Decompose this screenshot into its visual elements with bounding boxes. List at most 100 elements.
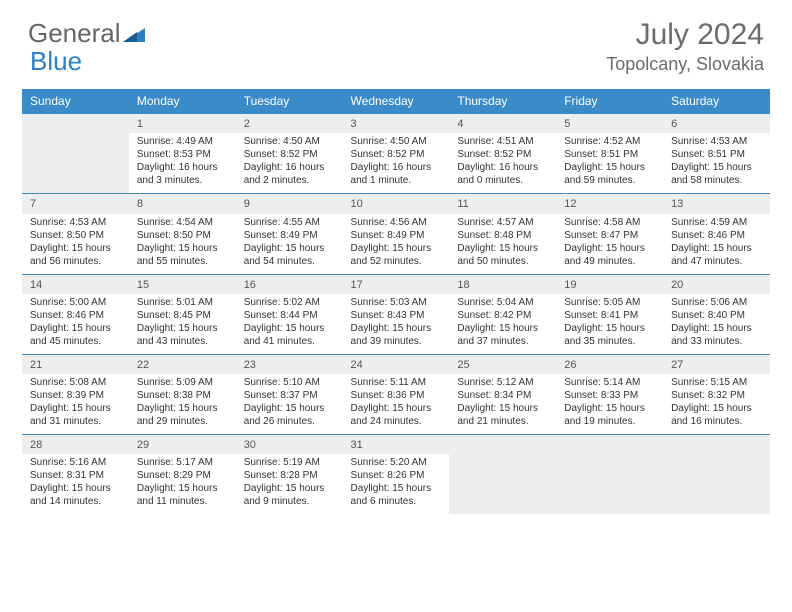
sunset-text: Sunset: 8:52 PM bbox=[457, 148, 548, 161]
day-number-cell: 16 bbox=[236, 274, 343, 294]
sunset-text: Sunset: 8:28 PM bbox=[244, 469, 335, 482]
daylight-text: and 6 minutes. bbox=[351, 495, 442, 508]
logo: General bbox=[28, 18, 147, 49]
day-header: Thursday bbox=[449, 89, 556, 114]
sunrise-text: Sunrise: 5:03 AM bbox=[351, 296, 442, 309]
day-detail-cell: Sunrise: 4:50 AMSunset: 8:52 PMDaylight:… bbox=[236, 133, 343, 194]
sunset-text: Sunset: 8:46 PM bbox=[671, 229, 762, 242]
title-block: July 2024 Topolcany, Slovakia bbox=[606, 18, 764, 75]
sunrise-text: Sunrise: 4:50 AM bbox=[244, 135, 335, 148]
sunset-text: Sunset: 8:31 PM bbox=[30, 469, 121, 482]
daylight-text: and 2 minutes. bbox=[244, 174, 335, 187]
day-detail-cell: Sunrise: 5:12 AMSunset: 8:34 PMDaylight:… bbox=[449, 374, 556, 435]
sunrise-text: Sunrise: 4:49 AM bbox=[137, 135, 228, 148]
day-number-cell: 20 bbox=[663, 274, 770, 294]
day-detail-cell: Sunrise: 5:08 AMSunset: 8:39 PMDaylight:… bbox=[22, 374, 129, 435]
day-detail-cell: Sunrise: 5:03 AMSunset: 8:43 PMDaylight:… bbox=[343, 294, 450, 355]
daylight-text: and 45 minutes. bbox=[30, 335, 121, 348]
daylight-text: and 59 minutes. bbox=[564, 174, 655, 187]
daylight-text: Daylight: 15 hours bbox=[351, 482, 442, 495]
day-number-cell bbox=[449, 435, 556, 455]
day-detail-cell: Sunrise: 5:14 AMSunset: 8:33 PMDaylight:… bbox=[556, 374, 663, 435]
logo-text-1: General bbox=[28, 18, 121, 49]
day-detail-cell: Sunrise: 5:16 AMSunset: 8:31 PMDaylight:… bbox=[22, 454, 129, 514]
day-number-cell: 18 bbox=[449, 274, 556, 294]
sunrise-text: Sunrise: 4:59 AM bbox=[671, 216, 762, 229]
day-detail-cell: Sunrise: 4:57 AMSunset: 8:48 PMDaylight:… bbox=[449, 214, 556, 275]
daylight-text: Daylight: 15 hours bbox=[564, 161, 655, 174]
daylight-text: and 54 minutes. bbox=[244, 255, 335, 268]
day-number-cell: 5 bbox=[556, 114, 663, 134]
day-detail-cell: Sunrise: 5:02 AMSunset: 8:44 PMDaylight:… bbox=[236, 294, 343, 355]
week-number-row: 123456 bbox=[22, 114, 770, 134]
week-number-row: 21222324252627 bbox=[22, 354, 770, 374]
day-header: Monday bbox=[129, 89, 236, 114]
daylight-text: and 49 minutes. bbox=[564, 255, 655, 268]
daylight-text: and 21 minutes. bbox=[457, 415, 548, 428]
day-detail-cell: Sunrise: 4:59 AMSunset: 8:46 PMDaylight:… bbox=[663, 214, 770, 275]
week-number-row: 28293031 bbox=[22, 435, 770, 455]
location-subtitle: Topolcany, Slovakia bbox=[606, 54, 764, 75]
day-detail-cell: Sunrise: 4:52 AMSunset: 8:51 PMDaylight:… bbox=[556, 133, 663, 194]
daylight-text: Daylight: 15 hours bbox=[564, 242, 655, 255]
daylight-text: and 35 minutes. bbox=[564, 335, 655, 348]
sunrise-text: Sunrise: 5:05 AM bbox=[564, 296, 655, 309]
sunrise-text: Sunrise: 5:09 AM bbox=[137, 376, 228, 389]
day-header: Friday bbox=[556, 89, 663, 114]
week-number-row: 14151617181920 bbox=[22, 274, 770, 294]
daylight-text: and 26 minutes. bbox=[244, 415, 335, 428]
day-detail-cell: Sunrise: 5:01 AMSunset: 8:45 PMDaylight:… bbox=[129, 294, 236, 355]
sunset-text: Sunset: 8:53 PM bbox=[137, 148, 228, 161]
sunrise-text: Sunrise: 4:53 AM bbox=[671, 135, 762, 148]
daylight-text: and 56 minutes. bbox=[30, 255, 121, 268]
sunrise-text: Sunrise: 5:10 AM bbox=[244, 376, 335, 389]
day-number-cell: 24 bbox=[343, 354, 450, 374]
daylight-text: Daylight: 15 hours bbox=[30, 242, 121, 255]
sunset-text: Sunset: 8:50 PM bbox=[30, 229, 121, 242]
day-number-cell bbox=[556, 435, 663, 455]
day-header: Tuesday bbox=[236, 89, 343, 114]
day-detail-cell: Sunrise: 5:05 AMSunset: 8:41 PMDaylight:… bbox=[556, 294, 663, 355]
daylight-text: Daylight: 15 hours bbox=[137, 242, 228, 255]
day-header: Wednesday bbox=[343, 89, 450, 114]
day-detail-cell: Sunrise: 4:50 AMSunset: 8:52 PMDaylight:… bbox=[343, 133, 450, 194]
daylight-text: Daylight: 15 hours bbox=[137, 402, 228, 415]
daylight-text: Daylight: 15 hours bbox=[351, 402, 442, 415]
daylight-text: and 11 minutes. bbox=[137, 495, 228, 508]
sunset-text: Sunset: 8:48 PM bbox=[457, 229, 548, 242]
day-number-cell: 23 bbox=[236, 354, 343, 374]
sunrise-text: Sunrise: 5:08 AM bbox=[30, 376, 121, 389]
sunrise-text: Sunrise: 4:58 AM bbox=[564, 216, 655, 229]
sunset-text: Sunset: 8:34 PM bbox=[457, 389, 548, 402]
daylight-text: Daylight: 15 hours bbox=[457, 402, 548, 415]
day-detail-cell: Sunrise: 4:53 AMSunset: 8:50 PMDaylight:… bbox=[22, 214, 129, 275]
day-detail-cell: Sunrise: 4:58 AMSunset: 8:47 PMDaylight:… bbox=[556, 214, 663, 275]
day-detail-cell: Sunrise: 5:09 AMSunset: 8:38 PMDaylight:… bbox=[129, 374, 236, 435]
week-detail-row: Sunrise: 5:08 AMSunset: 8:39 PM Daylight:… bbox=[22, 374, 770, 435]
daylight-text: and 39 minutes. bbox=[351, 335, 442, 348]
day-detail-cell bbox=[449, 454, 556, 514]
sunset-text: Sunset: 8:39 PM bbox=[30, 389, 121, 402]
day-number-cell bbox=[22, 114, 129, 134]
daylight-text: Daylight: 15 hours bbox=[244, 402, 335, 415]
week-number-row: 78910111213 bbox=[22, 194, 770, 214]
daylight-text: and 9 minutes. bbox=[244, 495, 335, 508]
daylight-text: and 52 minutes. bbox=[351, 255, 442, 268]
daylight-text: Daylight: 15 hours bbox=[671, 402, 762, 415]
daylight-text: and 19 minutes. bbox=[564, 415, 655, 428]
daylight-text: Daylight: 15 hours bbox=[671, 242, 762, 255]
day-detail-cell: Sunrise: 4:49 AMSunset: 8:53 PMDaylight:… bbox=[129, 133, 236, 194]
week-detail-row: Sunrise: 5:00 AMSunset: 8:46 PMDaylight:… bbox=[22, 294, 770, 355]
day-number-cell: 14 bbox=[22, 274, 129, 294]
day-detail-cell: Sunrise: 4:54 AMSunset: 8:50 PMDaylight:… bbox=[129, 214, 236, 275]
daylight-text: Daylight: 15 hours bbox=[30, 322, 121, 335]
daylight-text: Daylight: 15 hours bbox=[457, 322, 548, 335]
sunset-text: Sunset: 8:49 PM bbox=[351, 229, 442, 242]
daylight-text: and 14 minutes. bbox=[30, 495, 121, 508]
day-header-row: SundayMondayTuesdayWednesdayThursdayFrid… bbox=[22, 89, 770, 114]
day-number-cell: 6 bbox=[663, 114, 770, 134]
daylight-text: and 3 minutes. bbox=[137, 174, 228, 187]
day-detail-cell: Sunrise: 4:53 AMSunset: 8:51 PMDaylight:… bbox=[663, 133, 770, 194]
sunrise-text: Sunrise: 4:50 AM bbox=[351, 135, 442, 148]
day-detail-cell: Sunrise: 5:00 AMSunset: 8:46 PMDaylight:… bbox=[22, 294, 129, 355]
